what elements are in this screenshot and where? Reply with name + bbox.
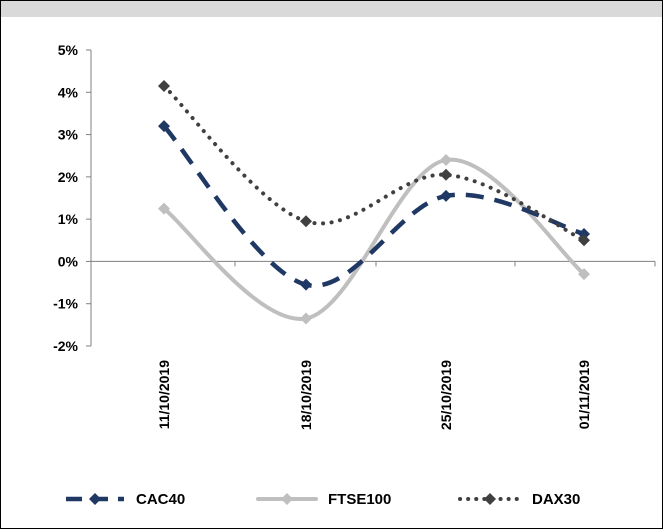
series-layer [158,79,590,325]
series-line-cac40 [162,124,585,288]
data-point-dax30 [300,215,312,228]
y-tick-label: 4% [58,84,79,100]
legend-marker-cac40 [89,493,101,505]
y-tick-label: -2% [53,338,78,354]
legend-marker-dax30 [484,493,496,505]
y-tick-label: 5% [58,42,79,58]
x-tick-label: 11/10/2019 [156,360,172,430]
series-line-ftse100 [162,157,586,321]
legend-label-ftse100: FTSE100 [328,491,391,508]
series-cac40 [158,120,590,291]
series-line-dax30 [162,83,586,243]
legend: CAC40 FTSE100 DAX30 [66,491,580,508]
data-point-cac40 [440,189,452,202]
legend-item-ftse100: FTSE100 [256,491,391,508]
data-point-dax30 [440,168,452,181]
x-tick-label: 18/10/2019 [298,360,314,430]
x-tick-label: 01/11/2019 [576,360,592,430]
y-tick-label: 3% [58,127,79,143]
series-ftse100 [158,153,590,325]
data-point-ftse100 [578,268,590,281]
legend-item-cac40: CAC40 [66,491,185,508]
data-point-cac40 [158,120,170,133]
y-tick-label: 2% [58,169,79,185]
x-tick-label: 25/10/2019 [438,360,454,430]
legend-label-cac40: CAC40 [136,491,185,508]
data-point-ftse100 [300,312,312,325]
axes: -2% -1% 0% 1% 2% 3% 4% 5% 11/10/2019 18/10/2019 25… [53,42,656,430]
data-point-ftse100 [158,202,170,215]
y-tick-label: -1% [53,296,78,312]
data-point-cac40 [300,278,312,291]
data-point-dax30 [158,79,170,92]
series-dax30 [158,79,590,247]
data-point-dax30 [578,234,590,247]
legend-item-dax30: DAX30 [458,491,580,508]
legend-marker-ftse100 [281,493,293,505]
data-point-ftse100 [440,153,452,166]
legend-label-dax30: DAX30 [532,491,580,508]
y-tick-label: 1% [58,211,79,227]
header-bar [1,1,662,17]
y-tick-label: 0% [58,253,79,269]
